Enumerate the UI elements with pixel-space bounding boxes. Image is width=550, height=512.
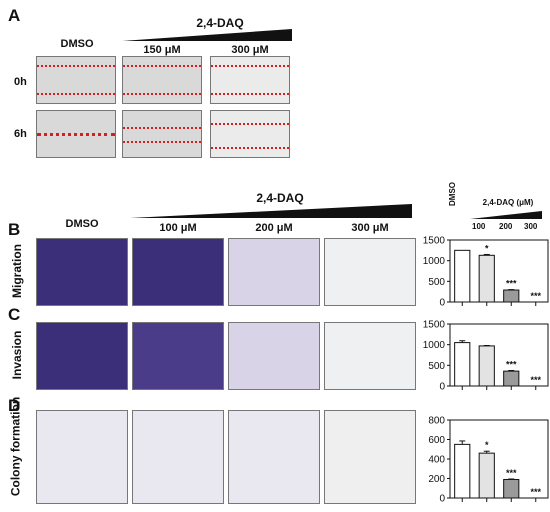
panel-a-dose-wedge (122, 29, 292, 41)
panel-bcd-dose-wedge (130, 204, 412, 218)
significance-label: * (485, 440, 489, 450)
migration-image-300 (324, 238, 416, 306)
panel-a-col-label-dmso: DMSO (60, 38, 94, 50)
bar-header-title: 2,4-DAQ (μM) (482, 198, 534, 207)
bar-c-dmso (454, 342, 471, 387)
panel-a-col-label-150: 150 μM (143, 44, 181, 56)
y-tick-label: 0 (439, 494, 445, 505)
wound-image-6h-dmso (36, 110, 116, 158)
significance-label: *** (506, 468, 517, 478)
panel-bcd-col-label-100: 100 μM (159, 222, 197, 234)
y-tick-label: 0 (439, 298, 445, 309)
wound-image-0h-dmso (36, 56, 116, 104)
y-tick-label: 600 (428, 435, 445, 446)
bar-c-200 (503, 370, 520, 387)
panel-a-treatment-label: 2,4-DAQ (196, 16, 244, 30)
significance-label: *** (506, 360, 517, 370)
panel-b-letter: B (8, 220, 21, 239)
wound-image-6h-150 (122, 110, 202, 158)
migration-image-dmso (36, 238, 128, 306)
panel-bcd-col-label-200: 200 μM (255, 222, 293, 234)
bar-b-200 (503, 289, 520, 303)
y-tick-label: 1500 (423, 236, 446, 247)
y-tick-label: 1500 (423, 320, 446, 331)
invasion-image-200 (228, 322, 320, 390)
panel-a-letter: A (8, 6, 21, 25)
significance-label: *** (530, 291, 541, 301)
y-tick-label: 500 (428, 277, 445, 288)
bar-d-200 (503, 478, 520, 499)
significance-label: * (485, 243, 489, 253)
bar-d-dmso (454, 443, 471, 499)
y-tick-label: 200 (428, 474, 445, 485)
colony-image-200 (228, 410, 320, 504)
panel-d-letter: D (8, 396, 21, 415)
y-tick-label: 800 (428, 416, 445, 427)
bar-header-dose-100: 100 (472, 222, 486, 231)
y-tick-label: 500 (428, 361, 445, 372)
bar-header-dose-300: 300 (524, 222, 538, 231)
significance-label: *** (506, 279, 517, 289)
significance-label: *** (530, 375, 541, 385)
colony-image-dmso (36, 410, 128, 504)
panel-a-col-label-300: 300 μM (231, 44, 269, 56)
panel-a-row-label-6h: 6h (14, 128, 27, 140)
row-label-colony-formation: Colony formation (8, 396, 23, 497)
bar-header-dmso-label: DMSO (448, 182, 457, 206)
wound-image-0h-150 (122, 56, 202, 104)
panel-a-row-label-0h: 0h (14, 76, 27, 88)
row-label-invasion: Invasion (10, 330, 24, 380)
bar-d-100 (478, 452, 495, 499)
invasion-image-100 (132, 322, 224, 390)
wound-image-0h-300 (210, 56, 290, 104)
panel-c-letter: C (8, 305, 21, 324)
colony-image-100 (132, 410, 224, 504)
y-tick-label: 400 (428, 455, 445, 466)
panel-bcd-col-label-dmso: DMSO (65, 218, 99, 230)
y-tick-label: 1000 (423, 340, 446, 351)
migration-image-200 (228, 238, 320, 306)
row-label-migration: Migration (10, 244, 24, 298)
y-tick-label: 0 (439, 382, 445, 393)
significance-label: *** (530, 487, 541, 497)
invasion-image-dmso (36, 322, 128, 390)
chart-frame (449, 323, 549, 387)
migration-image-100 (132, 238, 224, 306)
bar-b-dmso (454, 249, 471, 303)
bar-header-wedge (470, 211, 542, 219)
y-tick-label: 1000 (423, 256, 446, 267)
panel-bcd-col-label-300: 300 μM (351, 222, 389, 234)
colony-image-300 (324, 410, 416, 504)
invasion-image-300 (324, 322, 416, 390)
bar-chart-invasion: 0 500 1000 1500 *** *** (423, 320, 549, 393)
panel-bcd-treatment-label: 2,4-DAQ (256, 191, 304, 205)
chart-frame (449, 239, 549, 303)
wound-image-6h-300 (210, 110, 290, 158)
bar-header-dose-200: 200 (499, 222, 513, 231)
bar-b-100 (478, 254, 495, 303)
bar-c-100 (478, 345, 495, 387)
